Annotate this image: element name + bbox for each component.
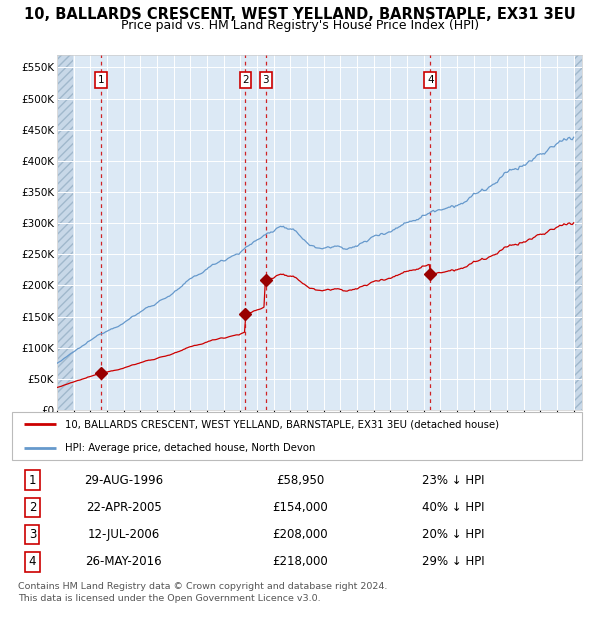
- Text: 29% ↓ HPI: 29% ↓ HPI: [422, 556, 484, 568]
- Text: 3: 3: [29, 528, 36, 541]
- Bar: [574, 55, 582, 410]
- Text: £208,000: £208,000: [272, 528, 328, 541]
- Text: 29-AUG-1996: 29-AUG-1996: [84, 474, 163, 487]
- Text: 1: 1: [98, 75, 105, 85]
- Text: Contains HM Land Registry data © Crown copyright and database right 2024.
This d: Contains HM Land Registry data © Crown c…: [18, 582, 387, 603]
- Text: 2: 2: [29, 501, 36, 514]
- Text: 4: 4: [427, 75, 434, 85]
- Text: 20% ↓ HPI: 20% ↓ HPI: [422, 528, 484, 541]
- Text: HPI: Average price, detached house, North Devon: HPI: Average price, detached house, Nort…: [65, 443, 315, 453]
- Text: 23% ↓ HPI: 23% ↓ HPI: [422, 474, 484, 487]
- Text: 26-MAY-2016: 26-MAY-2016: [85, 556, 162, 568]
- Text: 12-JUL-2006: 12-JUL-2006: [88, 528, 160, 541]
- Text: 2: 2: [242, 75, 249, 85]
- Bar: [57, 55, 73, 410]
- Text: Price paid vs. HM Land Registry's House Price Index (HPI): Price paid vs. HM Land Registry's House …: [121, 19, 479, 32]
- FancyBboxPatch shape: [12, 412, 582, 460]
- Text: 40% ↓ HPI: 40% ↓ HPI: [422, 501, 484, 514]
- Text: £58,950: £58,950: [276, 474, 324, 487]
- Text: 10, BALLARDS CRESCENT, WEST YELLAND, BARNSTAPLE, EX31 3EU (detached house): 10, BALLARDS CRESCENT, WEST YELLAND, BAR…: [65, 419, 499, 429]
- Text: 10, BALLARDS CRESCENT, WEST YELLAND, BARNSTAPLE, EX31 3EU: 10, BALLARDS CRESCENT, WEST YELLAND, BAR…: [24, 7, 576, 22]
- Text: 3: 3: [263, 75, 269, 85]
- Text: £218,000: £218,000: [272, 556, 328, 568]
- Text: £154,000: £154,000: [272, 501, 328, 514]
- Text: 22-APR-2005: 22-APR-2005: [86, 501, 161, 514]
- Text: 4: 4: [29, 556, 36, 568]
- Text: 1: 1: [29, 474, 36, 487]
